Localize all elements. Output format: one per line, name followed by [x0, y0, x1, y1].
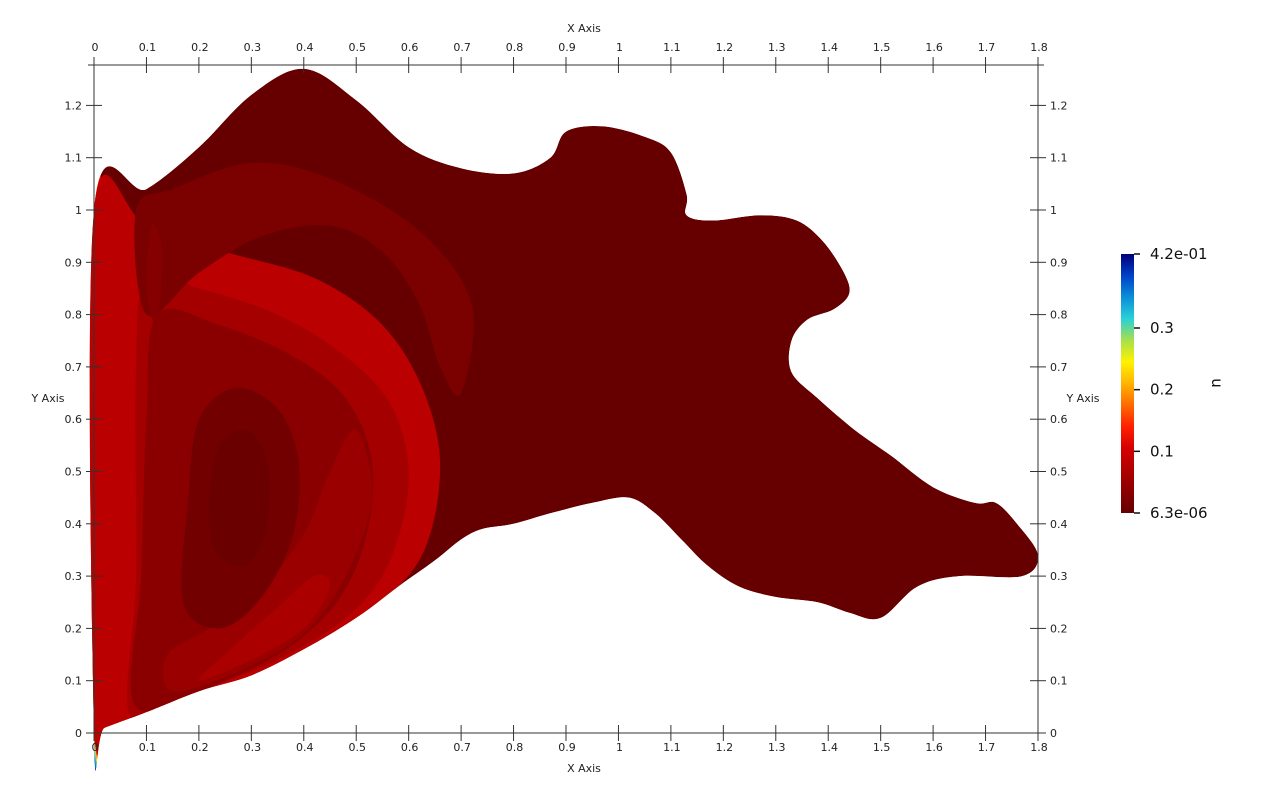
x-tick-label-bottom: 1.3	[768, 741, 786, 754]
x-axis-title-bottom: X Axis	[567, 762, 601, 775]
x-tick-label-bottom: 0.7	[453, 741, 471, 754]
field-level-12	[134, 162, 474, 396]
colorbar-label: 4.2e-01	[1150, 245, 1208, 263]
x-tick-label-top: 1.2	[716, 41, 734, 54]
y-tick-label-right: 0.7	[1050, 361, 1068, 374]
y-tick-label-right: 0	[1050, 727, 1057, 740]
x-tick-label-top: 1.7	[978, 41, 996, 54]
y-tick-label-left: 0.6	[65, 413, 83, 426]
y-tick-label-left: 0.3	[65, 570, 83, 583]
x-tick-label-bottom: 0.4	[296, 741, 314, 754]
x-tick-label-top: 0.2	[191, 41, 209, 54]
y-tick-label-right: 0.9	[1050, 256, 1068, 269]
x-tick-label-top: 1.4	[820, 41, 838, 54]
x-tick-label-top: 0.1	[139, 41, 157, 54]
x-tick-label-bottom: 1	[616, 741, 623, 754]
colorbar-label: 0.3	[1150, 319, 1174, 337]
x-tick-label-bottom: 0.9	[558, 741, 576, 754]
x-tick-label-top: 1.8	[1030, 41, 1048, 54]
x-tick-label-bottom: 0.2	[191, 741, 209, 754]
axes-frame: 000.10.10.20.20.30.30.40.40.50.50.60.60.…	[30, 22, 1099, 775]
y-tick-label-right: 0.6	[1050, 413, 1068, 426]
x-tick-label-top: 0.5	[348, 41, 366, 54]
x-tick-label-top: 0.7	[453, 41, 471, 54]
colorbar-label: 0.2	[1150, 381, 1174, 399]
x-tick-label-top: 1.5	[873, 41, 891, 54]
x-tick-label-bottom: 0.8	[506, 741, 524, 754]
y-axis-title-right: Y Axis	[1065, 392, 1099, 405]
x-tick-label-top: 1.6	[925, 41, 943, 54]
colorbar-label: 6.3e-06	[1150, 504, 1208, 522]
field-level-13	[146, 224, 163, 327]
x-tick-label-bottom: 0.3	[244, 741, 262, 754]
x-tick-label-bottom: 0.5	[348, 741, 366, 754]
y-tick-label-right: 0.3	[1050, 570, 1068, 583]
x-axis-title-top: X Axis	[567, 22, 601, 35]
y-tick-label-right: 1	[1050, 204, 1057, 217]
y-tick-label-right: 0.1	[1050, 675, 1068, 688]
y-tick-label-left: 0	[75, 727, 82, 740]
x-tick-label-top: 0.6	[401, 41, 419, 54]
y-tick-label-left: 0.8	[65, 309, 83, 322]
x-tick-label-bottom: 1.5	[873, 741, 891, 754]
x-tick-label-top: 0.4	[296, 41, 314, 54]
x-tick-label-bottom: 1.1	[663, 741, 681, 754]
field-level-11	[208, 429, 270, 567]
field-layer	[89, 68, 1039, 771]
x-tick-label-top: 1	[616, 41, 623, 54]
colorbar-label: 0.1	[1150, 442, 1174, 460]
x-tick-label-bottom: 0	[92, 741, 99, 754]
x-tick-label-bottom: 1.8	[1030, 741, 1048, 754]
x-tick-label-bottom: 1.4	[820, 741, 838, 754]
y-tick-label-right: 0.5	[1050, 466, 1068, 479]
y-tick-label-left: 0.9	[65, 256, 83, 269]
colorbar-title: u	[1208, 378, 1226, 388]
x-tick-label-bottom: 1.2	[716, 741, 734, 754]
colorbar: 4.2e-01 0.3 0.2 0.1 6.3e-06 u	[1121, 245, 1226, 522]
y-tick-label-left: 1	[75, 204, 82, 217]
y-tick-label-left: 1.2	[65, 99, 83, 112]
x-tick-label-bottom: 1.7	[978, 741, 996, 754]
x-tick-label-bottom: 0.1	[139, 741, 157, 754]
x-tick-label-bottom: 1.6	[925, 741, 943, 754]
y-tick-label-right: 0.8	[1050, 309, 1068, 322]
x-tick-label-top: 0.8	[506, 41, 524, 54]
x-tick-label-top: 0	[92, 41, 99, 54]
x-tick-label-top: 0.3	[244, 41, 262, 54]
y-axis-title-left: Y Axis	[30, 392, 64, 405]
y-tick-label-right: 1.1	[1050, 152, 1068, 165]
field-level-9	[198, 574, 331, 681]
y-tick-label-left: 0.1	[65, 675, 83, 688]
x-tick-label-bottom: 0.6	[401, 741, 419, 754]
x-tick-label-top: 1.3	[768, 41, 786, 54]
y-tick-label-left: 0.2	[65, 622, 83, 635]
y-tick-label-left: 1.1	[65, 152, 83, 165]
y-tick-label-right: 0.2	[1050, 622, 1068, 635]
colorbar-gradient	[1121, 254, 1134, 513]
y-tick-label-right: 1.2	[1050, 99, 1068, 112]
x-tick-label-top: 1.1	[663, 41, 681, 54]
x-tick-label-top: 0.9	[558, 41, 576, 54]
y-tick-label-left: 0.5	[65, 466, 83, 479]
y-tick-label-left: 0.4	[65, 518, 83, 531]
y-tick-label-left: 0.7	[65, 361, 83, 374]
y-tick-label-right: 0.4	[1050, 518, 1068, 531]
